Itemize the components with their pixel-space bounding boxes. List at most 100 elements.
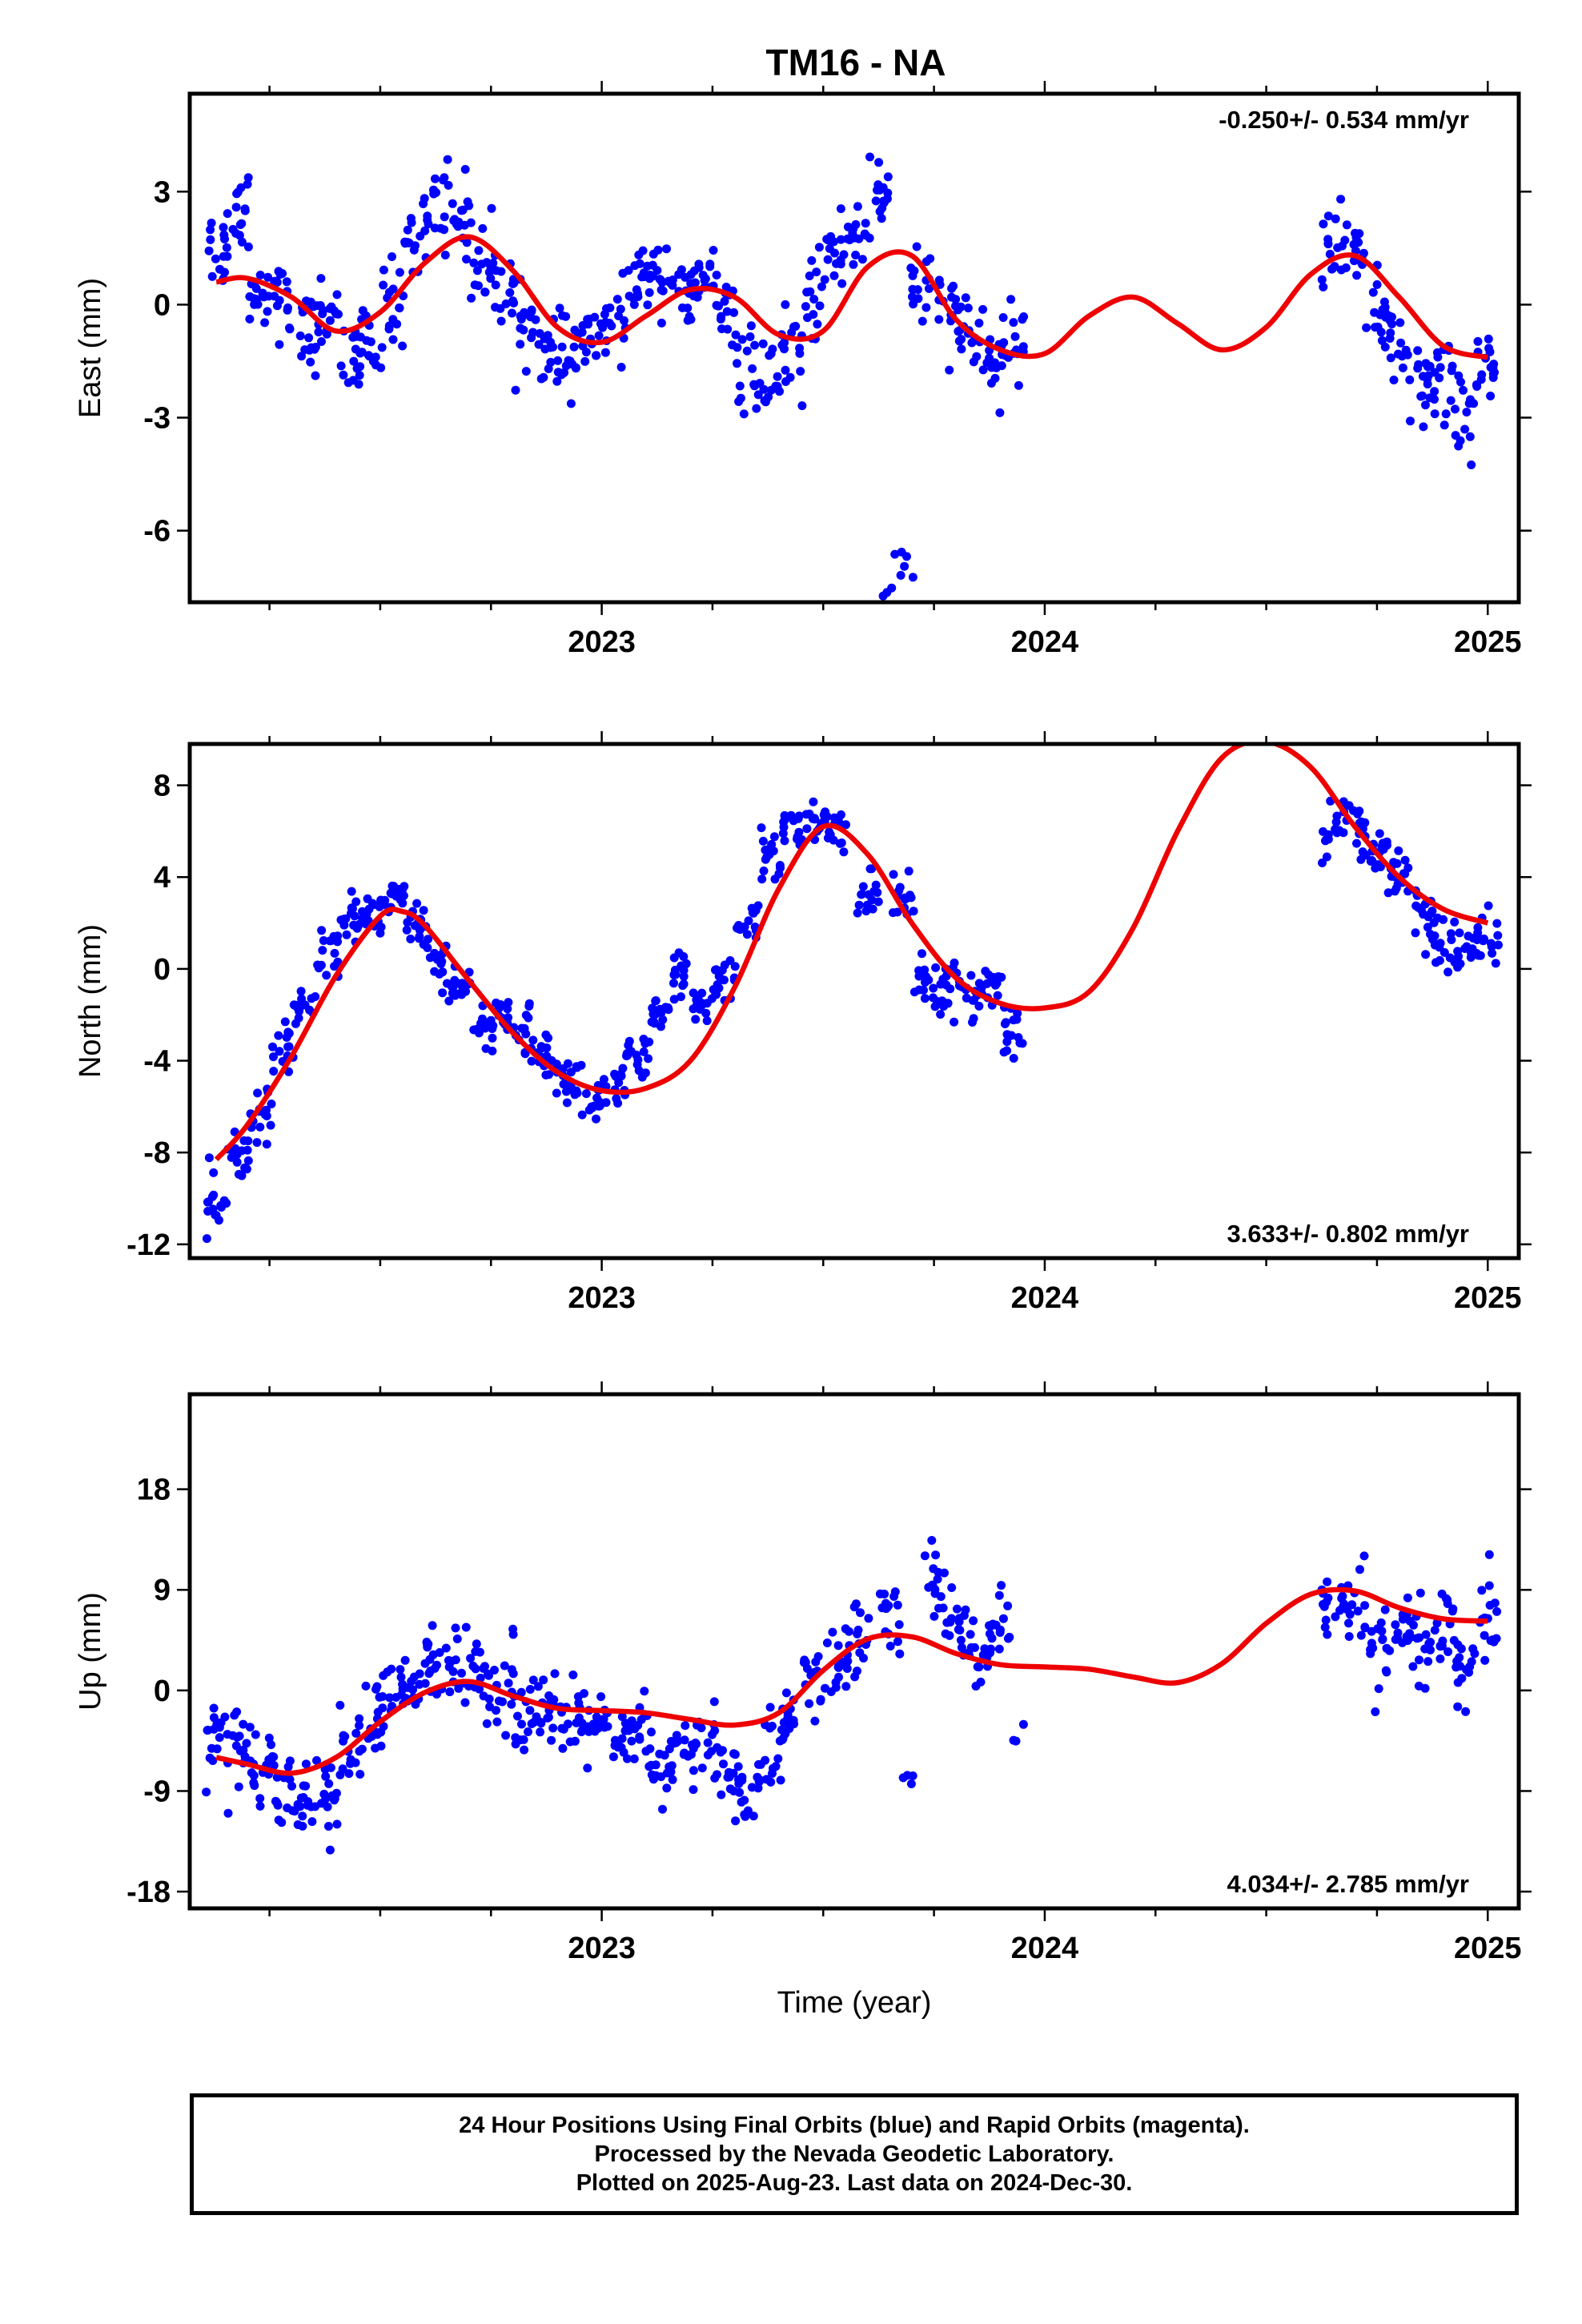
data-point <box>998 313 1008 322</box>
data-point <box>853 1667 861 1676</box>
data-point <box>284 1028 294 1038</box>
east-y-axis-label: East (mm) <box>74 278 107 418</box>
data-point <box>669 995 679 1004</box>
data-point <box>395 267 404 277</box>
data-point <box>239 1136 249 1145</box>
data-point <box>879 196 888 206</box>
data-point <box>702 1016 712 1026</box>
up-frame <box>187 1392 1521 1911</box>
data-point <box>223 209 232 219</box>
data-point <box>517 1719 526 1729</box>
data-point <box>780 810 789 820</box>
data-point <box>810 814 820 824</box>
data-point <box>318 946 327 955</box>
data-point <box>1330 262 1339 271</box>
data-point <box>745 332 755 341</box>
data-point <box>774 869 784 879</box>
data-point <box>488 1021 497 1031</box>
data-point <box>560 368 569 377</box>
data-point <box>486 274 496 283</box>
data-point <box>851 251 861 259</box>
data-point <box>346 1755 355 1764</box>
data-point <box>689 1785 698 1795</box>
data-point <box>1409 1620 1418 1630</box>
data-point <box>1437 1589 1447 1598</box>
data-point <box>742 346 752 356</box>
data-point <box>1435 1654 1445 1663</box>
data-point <box>1009 1054 1018 1063</box>
data-point <box>355 362 365 372</box>
data-point <box>713 1770 721 1779</box>
data-point <box>1344 1618 1353 1628</box>
data-point <box>757 875 767 884</box>
data-point <box>355 1714 364 1723</box>
data-point <box>203 1197 212 1207</box>
data-point <box>511 385 520 395</box>
data-point <box>1489 360 1499 369</box>
data-point <box>986 379 996 388</box>
data-point <box>469 258 479 267</box>
data-point <box>355 1770 365 1779</box>
data-point <box>399 891 408 900</box>
data-point <box>877 203 887 213</box>
data-point <box>358 914 367 923</box>
data-point <box>557 342 567 352</box>
data-point <box>307 343 316 352</box>
data-point <box>525 1706 535 1715</box>
data-point <box>836 204 845 214</box>
data-point <box>906 263 916 273</box>
data-point <box>1323 834 1333 844</box>
data-point <box>584 320 593 329</box>
data-point <box>324 1779 334 1788</box>
data-point <box>1453 1640 1463 1650</box>
data-point <box>544 1691 554 1700</box>
data-point <box>837 810 845 819</box>
data-point <box>319 306 328 316</box>
data-point <box>679 971 689 981</box>
data-point <box>1485 347 1495 356</box>
data-point <box>712 271 721 279</box>
data-point <box>388 335 398 344</box>
data-point <box>841 1682 851 1691</box>
data-point <box>570 1736 580 1746</box>
data-point <box>612 1094 621 1104</box>
north-rate-label: 3.633+/- 0.802 mm/yr <box>1227 1220 1469 1248</box>
data-point <box>938 1603 948 1613</box>
data-point <box>1484 901 1493 911</box>
data-point <box>873 888 882 897</box>
data-point <box>1006 295 1016 304</box>
data-point <box>995 1628 1005 1637</box>
east-y-tick-label: 0 <box>154 288 171 322</box>
data-point <box>938 975 948 984</box>
data-point <box>501 1731 511 1740</box>
up-points <box>202 1536 1502 1855</box>
data-point <box>398 899 408 908</box>
data-point <box>1385 334 1395 343</box>
data-point <box>813 1652 823 1661</box>
data-point <box>1423 1657 1433 1667</box>
data-point <box>1468 944 1477 954</box>
data-point <box>689 266 699 275</box>
data-point <box>237 219 247 228</box>
data-point <box>941 999 950 1008</box>
data-point <box>719 1759 728 1769</box>
data-point <box>223 1808 233 1818</box>
data-point <box>396 1665 405 1675</box>
data-point <box>209 1190 219 1200</box>
data-point <box>496 267 506 276</box>
data-point <box>1014 1033 1023 1042</box>
data-point <box>380 895 390 905</box>
data-point <box>778 829 788 838</box>
data-point <box>599 1075 608 1084</box>
data-point <box>1319 282 1328 292</box>
data-point <box>307 1817 317 1827</box>
data-point <box>524 1727 532 1736</box>
data-point <box>703 1751 713 1759</box>
data-point <box>272 278 282 287</box>
data-point <box>507 1699 516 1709</box>
data-point <box>528 1035 538 1045</box>
data-point <box>1319 219 1328 229</box>
data-point <box>508 296 518 306</box>
north-y-tick-label: -12 <box>126 1228 171 1262</box>
data-point <box>287 1781 296 1791</box>
